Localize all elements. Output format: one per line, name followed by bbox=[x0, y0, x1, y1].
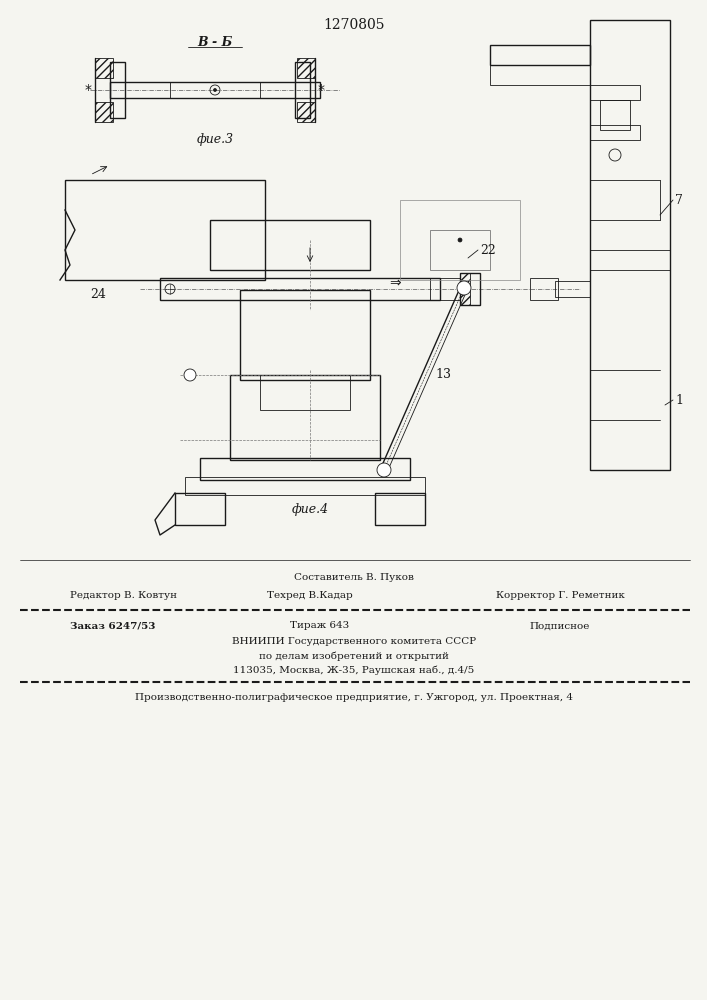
Bar bbox=[240, 290, 370, 380]
Text: Тираж 643: Тираж 643 bbox=[291, 621, 350, 631]
Bar bbox=[430, 230, 490, 270]
Text: ⇒: ⇒ bbox=[389, 276, 401, 290]
Bar bbox=[590, 20, 670, 470]
Text: 1: 1 bbox=[675, 393, 683, 406]
Circle shape bbox=[458, 238, 462, 242]
Bar bbox=[295, 62, 310, 118]
Bar bbox=[160, 278, 440, 300]
Bar bbox=[490, 65, 590, 85]
Circle shape bbox=[377, 463, 391, 477]
Bar bbox=[460, 273, 480, 305]
Text: ВНИИПИ Государственного комитета СССР: ВНИИПИ Государственного комитета СССР bbox=[232, 638, 476, 647]
Text: Производственно-полиграфическое предприятие, г. Ужгород, ул. Проектная, 4: Производственно-полиграфическое предприя… bbox=[135, 694, 573, 702]
Text: фие.3: фие.3 bbox=[197, 133, 233, 146]
Text: Корректор Г. Реметник: Корректор Г. Реметник bbox=[496, 591, 624, 600]
Bar bbox=[65, 180, 265, 280]
Text: Составитель В. Пуков: Составитель В. Пуков bbox=[294, 574, 414, 582]
Bar bbox=[260, 375, 350, 410]
Bar bbox=[460, 273, 470, 305]
Text: В - Б: В - Б bbox=[197, 36, 233, 49]
Bar bbox=[400, 200, 520, 280]
Text: Техред В.Кадар: Техред В.Кадар bbox=[267, 591, 353, 600]
Text: 1270805: 1270805 bbox=[323, 18, 385, 32]
Text: Подписное: Подписное bbox=[530, 621, 590, 631]
Bar bbox=[490, 45, 590, 65]
Bar bbox=[210, 220, 370, 270]
Circle shape bbox=[457, 281, 471, 295]
Bar bbox=[230, 375, 380, 460]
Text: *: * bbox=[85, 83, 92, 97]
Bar bbox=[590, 125, 640, 140]
Text: Заказ 6247/53: Заказ 6247/53 bbox=[70, 621, 156, 631]
Bar bbox=[200, 458, 410, 480]
Circle shape bbox=[184, 369, 196, 381]
Text: 24: 24 bbox=[90, 288, 106, 302]
Bar bbox=[185, 477, 425, 495]
Text: 13: 13 bbox=[435, 368, 451, 381]
Bar bbox=[297, 102, 315, 122]
Bar bbox=[590, 85, 640, 100]
Text: по делам изобретений и открытий: по делам изобретений и открытий bbox=[259, 651, 449, 661]
Bar bbox=[375, 493, 425, 525]
Text: 113035, Москва, Ж-35, Раушская наб., д.4/5: 113035, Москва, Ж-35, Раушская наб., д.4… bbox=[233, 665, 474, 675]
Bar bbox=[110, 62, 125, 118]
Bar bbox=[95, 102, 113, 122]
Text: 22: 22 bbox=[480, 243, 496, 256]
Text: *: * bbox=[318, 83, 325, 97]
Text: фие.4: фие.4 bbox=[291, 504, 329, 516]
Circle shape bbox=[214, 89, 216, 92]
Bar bbox=[555, 281, 590, 297]
Bar bbox=[297, 58, 315, 78]
Text: 7: 7 bbox=[675, 194, 683, 207]
Bar bbox=[110, 82, 320, 98]
Text: Редактор В. Ковтун: Редактор В. Ковтун bbox=[70, 591, 177, 600]
Bar bbox=[430, 278, 460, 300]
Bar bbox=[530, 278, 558, 300]
Bar bbox=[95, 58, 113, 78]
Bar bbox=[175, 493, 225, 525]
Bar bbox=[600, 100, 630, 130]
